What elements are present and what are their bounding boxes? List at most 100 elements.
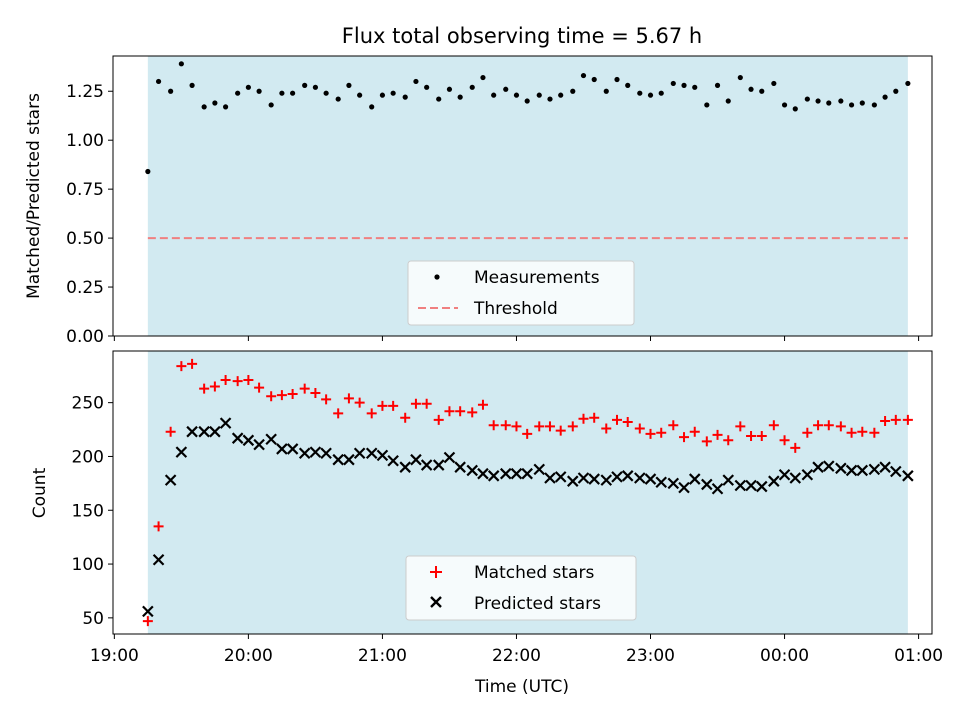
predicted-star-point [845,464,858,477]
predicted-star-point [600,474,613,486]
matched-star-point [287,389,298,400]
measurement-point [771,80,777,87]
measurement-point [424,84,430,90]
matched-star-point [601,423,612,434]
measurement-point [189,82,195,88]
predicted-star-point [521,467,533,480]
predicted-star-point [186,425,198,438]
matched-star-point [823,420,834,431]
predicted-star-point [868,463,881,476]
matched-star-point [165,426,176,437]
measurement-point [547,96,553,102]
matched-star-point [455,406,466,417]
matched-star-point [310,387,321,398]
measurement-point [792,106,798,112]
matched-star-point [488,420,499,431]
matched-star-point [333,408,344,419]
count-panel: 50 100 150 200 250 19:00 20:00 21:00 22:00 23:00… [30,350,943,697]
predicted-star-point [577,472,590,484]
matched-star-point [813,420,824,431]
predicted-star-point [387,454,399,467]
predicted-star-point [701,478,713,491]
predicted-star-point [722,474,735,486]
predicted-star-point [399,461,411,473]
measurement-point [558,92,564,98]
matched-star-point [321,394,332,405]
matched-star-point [869,427,880,438]
predicted-star-point [801,468,814,481]
predicted-star-point [544,472,556,484]
measurement-point [513,92,520,98]
matched-star-point [622,417,633,428]
predicted-star-point [755,480,768,493]
count-y-tick-label: 50 [82,609,104,629]
matched-star-point [142,616,153,627]
measurement-point [369,104,375,110]
measurement-point [312,84,319,90]
measurement-point [670,80,676,87]
measurement-point [838,98,844,104]
measurement-point [614,76,620,83]
measurement-point [480,74,486,81]
measurement-point [413,78,419,85]
matched-star-point [768,420,779,431]
matched-star-point [902,414,913,425]
matched-star-point [701,436,712,447]
measurement-point [457,94,463,100]
count-x-tick-label: 01:00 [894,646,943,666]
count-y-tick-label: 200 [72,447,104,467]
ratio-y-axis-label: Matched/Predicted stars [24,93,44,299]
measurement-point [379,92,386,98]
predicted-star-point [768,475,780,487]
measurement-point [524,98,530,104]
measurement-point [725,98,731,104]
measurement-point [402,94,408,100]
matched-star-point [534,421,545,432]
matched-star-point [668,420,679,431]
count-y-tick-label: 150 [72,501,104,521]
measurement-point [759,88,765,94]
matched-star-point [880,415,891,426]
matched-star-point [578,413,589,424]
measurement-point [145,168,151,175]
measurement-point [804,96,810,102]
matched-star-point [377,400,388,411]
measurement-point [815,98,821,104]
measurement-point [323,90,329,96]
ratio-plot-frame [112,55,933,337]
predicted-star-point [812,461,824,473]
measurement-point [591,76,597,83]
measurement-point [848,102,855,108]
measurement-point [302,82,308,88]
matched-star-point [199,383,210,394]
measurement-point [748,86,754,92]
matched-star-point [656,427,667,438]
predicted-star-point [432,459,445,471]
predicted-star-point [588,473,600,485]
matched-star-point [511,421,522,432]
predicted-star-point [879,461,891,473]
ratio-panel: 0.00 0.25 0.50 0.75 1.00 1.25 Flux total obse… [24,24,933,347]
matched-star-point [589,412,600,423]
measurement-point [704,102,710,108]
predicted-star-point [487,470,500,482]
count-x-tick-label: 23:00 [626,646,675,666]
ratio-y-tick-label: 0.25 [66,278,104,298]
count-legend: Matched stars Predicted stars [405,555,637,621]
matched-star-point [276,390,287,401]
count-x-axis-label: Time (UTC) [474,677,569,697]
matched-star-point [634,423,645,434]
predicted-star-point [621,470,634,482]
predicted-star-point [611,471,623,483]
predicted-star-point [499,467,512,480]
count-x-tick-label: 20:00 [224,646,273,666]
count-x-tick-label: 19:00 [90,646,139,666]
legend-threshold-label: Threshold [473,299,558,319]
measurement-point [637,90,643,96]
matched-star-point [433,414,444,425]
predicted-star-point [332,453,344,466]
measurement-point [168,88,174,94]
predicted-star-point [477,467,489,480]
predicted-star-point [678,481,690,494]
matched-star-point [421,398,432,409]
